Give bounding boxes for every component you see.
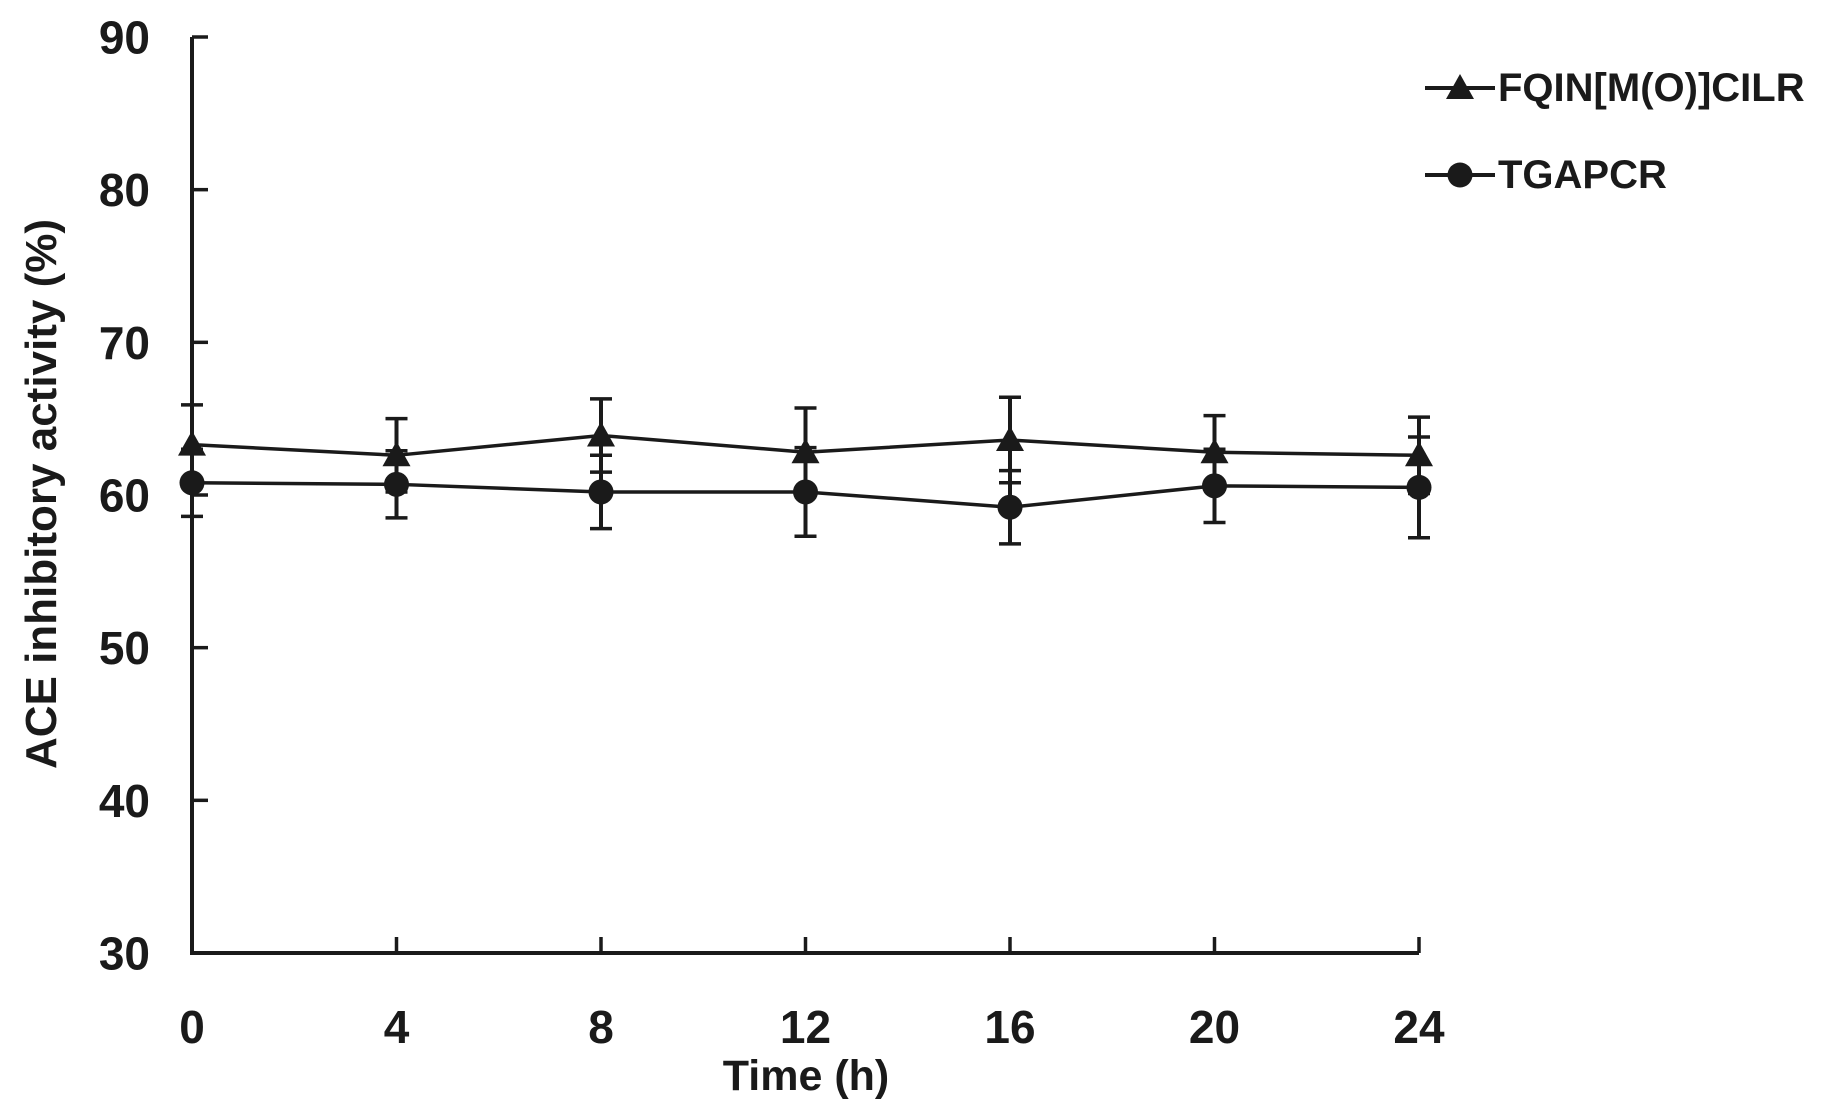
y-tick-label: 90 bbox=[99, 12, 150, 64]
y-tick-label: 60 bbox=[99, 470, 150, 522]
x-tick-label: 24 bbox=[1393, 1001, 1445, 1053]
y-tick-label: 80 bbox=[99, 164, 150, 216]
data-point-circle bbox=[179, 470, 205, 496]
y-axis-title: ACE inhibitory activity (%) bbox=[17, 218, 66, 770]
legend-label-fqin-mo-cilr: FQIN[M(O)]CILR bbox=[1498, 65, 1805, 110]
x-tick-label: 0 bbox=[179, 1001, 205, 1053]
data-point-triangle bbox=[791, 438, 820, 464]
data-point-triangle bbox=[1200, 438, 1229, 464]
legend-item-fqin-mo-cilr: FQIN[M(O)]CILR bbox=[1424, 56, 1805, 120]
data-point-triangle bbox=[382, 441, 411, 467]
chart-legend: FQIN[M(O)]CILR TGAPCR bbox=[1424, 56, 1805, 207]
data-point-circle bbox=[384, 471, 409, 497]
data-point-circle bbox=[588, 479, 614, 505]
x-tick-label: 12 bbox=[780, 1001, 831, 1053]
circle-marker-icon bbox=[1425, 162, 1495, 188]
x-tick-label: 8 bbox=[588, 1001, 614, 1053]
triangle-marker-icon bbox=[1425, 74, 1495, 99]
data-point-triangle bbox=[178, 430, 206, 456]
y-tick-label: 70 bbox=[99, 317, 150, 369]
data-point-triangle bbox=[587, 421, 615, 447]
data-point-circle bbox=[793, 479, 818, 505]
data-point-triangle bbox=[1405, 441, 1433, 467]
legend-label-tgapcr: TGAPCR bbox=[1498, 152, 1667, 197]
data-point-circle bbox=[1406, 474, 1432, 500]
x-tick-label: 20 bbox=[1189, 1001, 1240, 1053]
y-tick-label: 40 bbox=[99, 775, 150, 827]
legend-item-tgapcr: TGAPCR bbox=[1424, 143, 1805, 207]
x-tick-label: 16 bbox=[984, 1001, 1035, 1053]
data-point-circle bbox=[997, 494, 1023, 520]
y-tick-label: 30 bbox=[99, 928, 150, 980]
y-tick-label: 50 bbox=[99, 622, 150, 674]
data-point-circle bbox=[1202, 473, 1227, 499]
x-tick-label: 4 bbox=[384, 1001, 410, 1053]
x-axis-title: Time (h) bbox=[722, 1052, 890, 1100]
data-point-triangle bbox=[996, 426, 1024, 452]
